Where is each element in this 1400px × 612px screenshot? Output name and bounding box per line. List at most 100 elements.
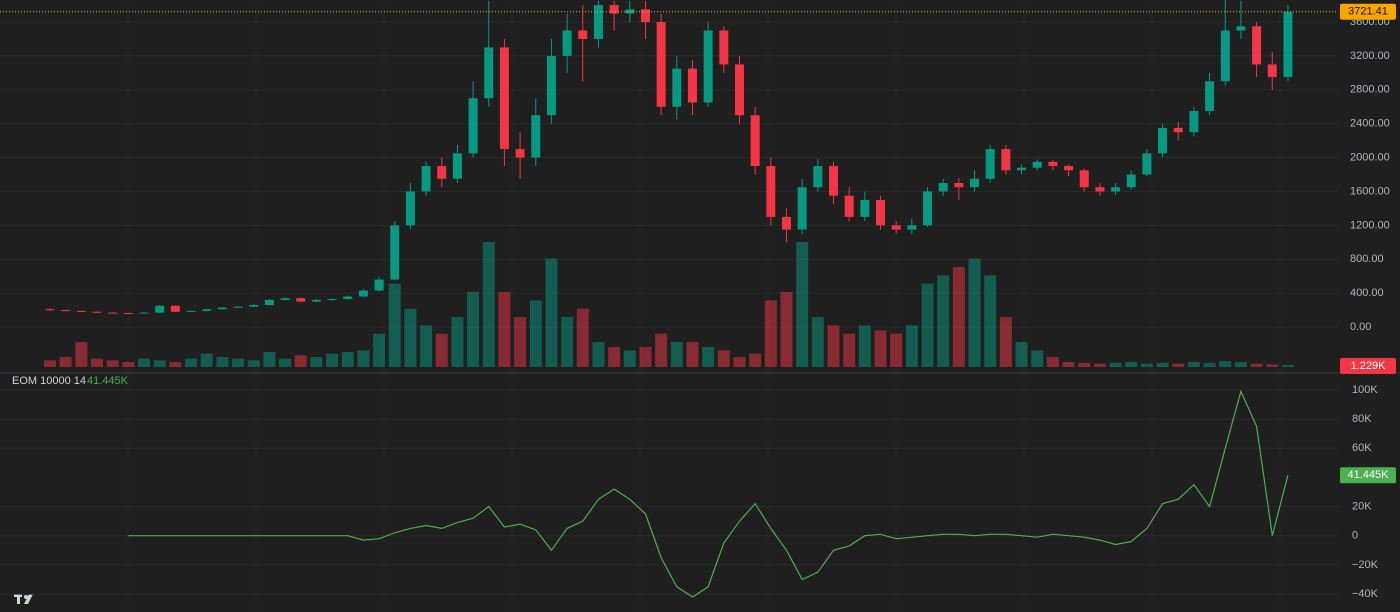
candle-body xyxy=(499,47,509,150)
y-tick-label: 100K xyxy=(1352,384,1378,396)
volume-bar xyxy=(1015,342,1028,367)
y-tick-label: 3200.00 xyxy=(1350,50,1390,62)
candle-body xyxy=(76,310,86,312)
candle-body xyxy=(1173,127,1183,133)
volume-bar xyxy=(200,353,213,367)
candle-body xyxy=(1283,11,1293,78)
candle-body xyxy=(515,149,525,158)
volume-bar xyxy=(1031,350,1044,367)
volume-bar xyxy=(576,308,589,367)
candle-body xyxy=(61,310,71,312)
candle-body xyxy=(108,312,118,314)
volume-bar xyxy=(1140,363,1153,367)
volume-bar xyxy=(639,347,652,367)
volume-bar xyxy=(1156,362,1169,367)
volume-bar xyxy=(1109,362,1122,367)
candle-body xyxy=(1236,26,1246,31)
last-volume-box xyxy=(1340,358,1396,374)
volume-bar xyxy=(796,242,809,367)
candle-body xyxy=(562,30,572,56)
y-tick-label: 1600.00 xyxy=(1350,185,1390,197)
y-tick-label: 800.00 xyxy=(1350,253,1384,265)
volume-bar xyxy=(1203,362,1216,367)
volume-bar xyxy=(1093,363,1106,367)
volume-bar xyxy=(858,325,871,367)
candle-body xyxy=(781,216,791,230)
candle-body xyxy=(970,178,980,188)
volume-bar xyxy=(294,355,307,367)
y-tick-label: 0.00 xyxy=(1350,321,1371,333)
volume-bar xyxy=(874,330,887,367)
candle-body xyxy=(452,153,462,179)
volume-bar xyxy=(890,333,903,367)
tv-logo xyxy=(14,594,33,604)
candle-body xyxy=(797,187,807,230)
candle-body xyxy=(1017,167,1027,171)
volume-bar xyxy=(1250,363,1263,367)
candle-body xyxy=(155,305,165,313)
candle-body xyxy=(829,166,838,196)
volume-bar xyxy=(1172,363,1185,367)
candle-body xyxy=(719,30,729,65)
volume-bar xyxy=(138,358,151,367)
volume-bar xyxy=(968,258,981,367)
volume-bar xyxy=(232,358,245,367)
candle-body xyxy=(578,30,588,39)
y-tick-label: −20K xyxy=(1352,559,1379,571)
volume-bar xyxy=(1062,362,1075,367)
candle-body xyxy=(437,166,447,179)
candle-body xyxy=(327,299,337,301)
candle-body xyxy=(202,309,212,311)
candle-body xyxy=(92,311,102,313)
indicator-title: EOM 10000 14 xyxy=(12,375,86,387)
volume-bar xyxy=(655,333,668,367)
candle-body xyxy=(280,298,290,300)
candle-body xyxy=(891,225,901,230)
candle-body xyxy=(468,98,478,154)
volume-bar xyxy=(420,325,433,367)
volume-bar xyxy=(247,360,260,367)
candle-body xyxy=(593,5,603,39)
volume-bar xyxy=(984,275,997,367)
volume-bar xyxy=(702,347,715,367)
volume-bar xyxy=(498,292,511,367)
candle-body xyxy=(985,149,995,179)
logo-part xyxy=(24,594,33,604)
volume-bar xyxy=(404,308,417,367)
volume-bar xyxy=(373,333,386,367)
candle-body xyxy=(844,195,854,217)
y-tick-label: 2000.00 xyxy=(1350,151,1390,163)
candle-body xyxy=(813,166,823,188)
candle-body xyxy=(672,68,682,107)
y-tick-label: 80K xyxy=(1352,413,1372,425)
candle-body xyxy=(170,305,180,312)
volume-bar xyxy=(670,342,683,367)
volume-bar xyxy=(263,352,276,367)
candle-body xyxy=(1064,166,1074,171)
candle-body xyxy=(954,182,964,188)
candle-body xyxy=(625,9,635,14)
candle-body xyxy=(296,298,306,302)
volume-bar xyxy=(1281,364,1294,367)
candle-body xyxy=(923,191,933,226)
candle-body xyxy=(249,304,259,307)
volume-bar xyxy=(451,317,464,367)
candle-body xyxy=(1267,64,1277,78)
volume-bar xyxy=(169,362,182,367)
volume-bar xyxy=(529,300,542,367)
candle-body xyxy=(687,68,697,103)
volume-bar xyxy=(1234,362,1247,367)
candle-body xyxy=(484,47,494,99)
volume-bar xyxy=(1078,362,1091,367)
volume-bar xyxy=(310,357,323,367)
candle-body xyxy=(1032,161,1042,168)
volume-bar xyxy=(592,342,605,367)
candle-body xyxy=(766,166,776,217)
candle-body xyxy=(1048,161,1058,167)
volume-bar xyxy=(216,357,229,367)
candle-body xyxy=(734,64,744,116)
candle-body xyxy=(233,306,243,308)
volume-bar xyxy=(106,360,119,367)
volume-bar xyxy=(357,350,370,367)
